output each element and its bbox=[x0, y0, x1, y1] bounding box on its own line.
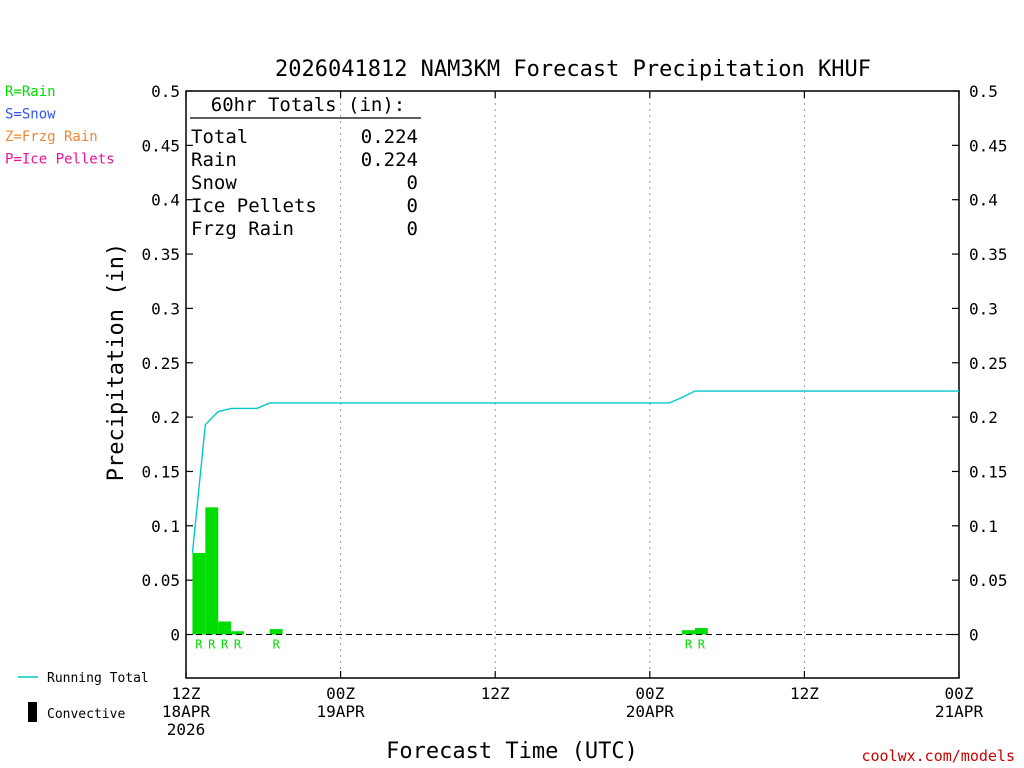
y-tick-label: 0.15 bbox=[141, 462, 180, 481]
precip-type-legend-item: Z=Frzg Rain bbox=[5, 129, 98, 145]
bar-type-label: R bbox=[208, 638, 216, 652]
x-tick-label: 00Z bbox=[326, 684, 355, 703]
precip-bar bbox=[269, 629, 283, 635]
running-total-legend-label: Running Total bbox=[47, 671, 149, 686]
y-tick-label: 0.3 bbox=[151, 299, 180, 318]
running-total-line bbox=[191, 390, 959, 554]
y-tick-label-right: 0.5 bbox=[969, 82, 998, 101]
y-tick-label-right: 0.05 bbox=[969, 571, 1008, 590]
y-axis-ticks: 0 00.05 0.050.1 0.10.15 0.150.2 0.20.25 0.250.… bbox=[141, 82, 1007, 645]
plot-frame bbox=[185, 90, 960, 679]
y-tick-label-right: 0.2 bbox=[969, 408, 998, 427]
precip-type-legend-item: S=Snow bbox=[5, 107, 56, 123]
totals-row-label: Total bbox=[191, 126, 248, 148]
bar-type-label: R bbox=[273, 638, 281, 652]
totals-box: 60hr Totals (in): Total 0.224 Rain 0.224 Sno… bbox=[190, 94, 421, 240]
totals-row-label: Snow bbox=[191, 172, 237, 194]
x-tick-label: 12Z bbox=[172, 684, 201, 703]
x-tick-label: 00Z bbox=[945, 684, 974, 703]
x-tick-label: 12Z bbox=[481, 684, 510, 703]
x-tick-label: 18APR bbox=[162, 702, 211, 721]
bar-type-label: R bbox=[698, 638, 706, 652]
bar-type-label: R bbox=[195, 638, 203, 652]
y-tick-label-right: 0.3 bbox=[969, 299, 998, 318]
y-tick-label-right: 0.1 bbox=[969, 517, 998, 536]
totals-row-value: 0 bbox=[407, 218, 418, 240]
bar-type-label: R bbox=[234, 638, 242, 652]
watermark: coolwx.com/models bbox=[861, 747, 1015, 765]
precip-bar bbox=[231, 631, 244, 635]
totals-header: 60hr Totals (in): bbox=[211, 94, 405, 116]
y-tick-label: 0.25 bbox=[141, 354, 180, 373]
totals-row-value: 0 bbox=[407, 172, 418, 194]
totals-row-label: Rain bbox=[191, 149, 237, 171]
x-tick-label: 20APR bbox=[626, 702, 675, 721]
y-tick-label: 0.4 bbox=[151, 191, 180, 210]
bar-type-label: R bbox=[685, 638, 693, 652]
convective-legend-label: Convective bbox=[47, 707, 125, 722]
bars bbox=[192, 507, 708, 635]
totals-row-value: 0.224 bbox=[361, 126, 418, 148]
precip-bar bbox=[218, 621, 232, 635]
y-tick-label: 0.35 bbox=[141, 245, 180, 264]
y-tick-label-right: 0.4 bbox=[969, 191, 998, 210]
precip-type-legend: R=Rain S=Snow Z=Frzg Rain P=Ice Pellets bbox=[5, 84, 115, 168]
y-axis-label: Precipitation (in) bbox=[104, 243, 129, 481]
x-tick-label: 21APR bbox=[935, 702, 984, 721]
y-tick-label: 0.2 bbox=[151, 408, 180, 427]
precip-type-legend-item: R=Rain bbox=[5, 84, 56, 100]
y-tick-label: 0 bbox=[170, 626, 180, 645]
totals-row-value: 0.224 bbox=[361, 149, 418, 171]
y-tick-label: 0.05 bbox=[141, 571, 180, 590]
y-tick-label-right: 0.15 bbox=[969, 462, 1008, 481]
y-tick-label: 0.45 bbox=[141, 136, 180, 155]
x-tick-label: 12Z bbox=[790, 684, 819, 703]
grid-lines bbox=[340, 91, 805, 678]
precip-bar bbox=[694, 627, 708, 635]
y-tick-label: 0.1 bbox=[151, 517, 180, 536]
totals-row-label: Frzg Rain bbox=[191, 218, 294, 240]
y-tick-label-right: 0.25 bbox=[969, 354, 1008, 373]
precip-type-legend-item: P=Ice Pellets bbox=[5, 152, 115, 168]
x-tick-label: 00Z bbox=[635, 684, 664, 703]
y-tick-label-right: 0 bbox=[969, 626, 979, 645]
bar-type-label: R bbox=[221, 638, 229, 652]
x-tick-label: 19APR bbox=[317, 702, 366, 721]
precip-bar bbox=[205, 507, 219, 635]
chart-title: 2026041812 NAM3KM Forecast Precipitation… bbox=[275, 57, 871, 82]
y-tick-label: 0.5 bbox=[151, 82, 180, 101]
x-axis-label: Forecast Time (UTC) bbox=[386, 739, 638, 764]
y-tick-label-right: 0.35 bbox=[969, 245, 1008, 264]
totals-row-label: Ice Pellets bbox=[191, 195, 317, 217]
precip-bar bbox=[192, 552, 206, 635]
convective-legend-swatch bbox=[28, 702, 37, 722]
series-legend: Running Total Convective bbox=[18, 671, 149, 722]
x-tick-label: 2026 bbox=[167, 720, 206, 739]
precip-bar bbox=[682, 630, 695, 635]
y-tick-label-right: 0.45 bbox=[969, 136, 1008, 155]
totals-row-value: 0 bbox=[407, 195, 418, 217]
